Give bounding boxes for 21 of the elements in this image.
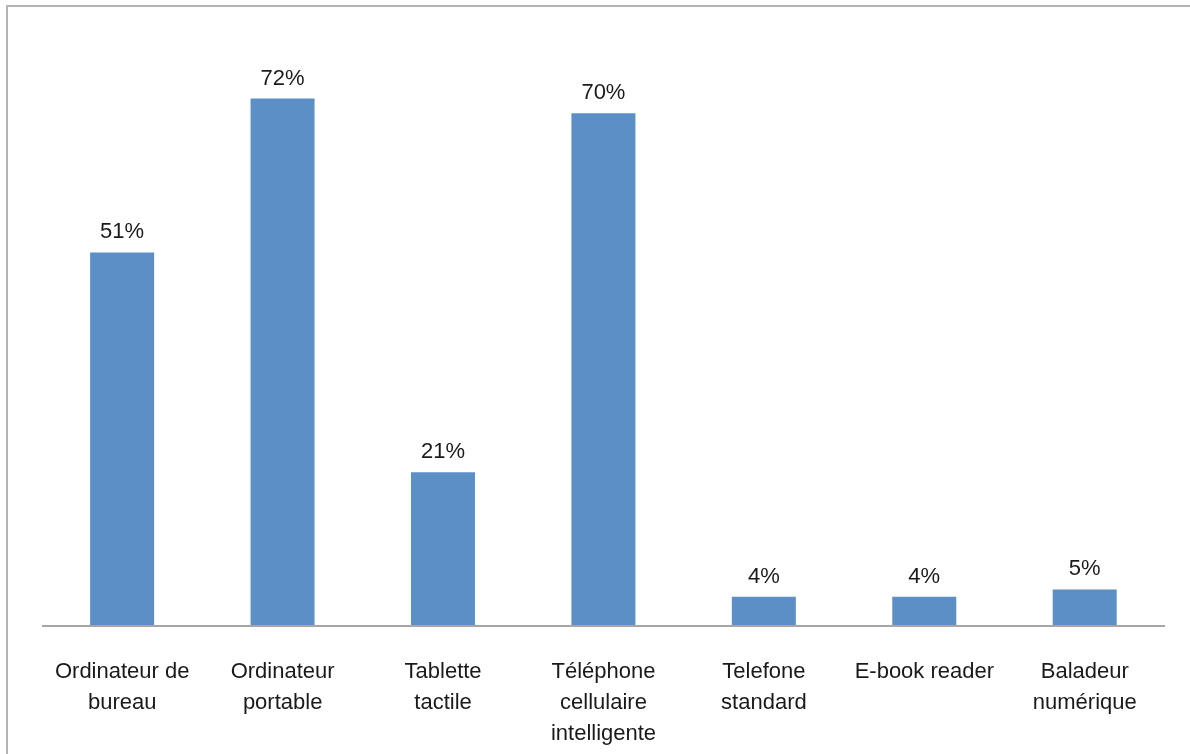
bar [410, 472, 475, 626]
bar [1052, 589, 1117, 626]
x-tick-label: Tablette tactile [404, 658, 482, 714]
bar [731, 596, 796, 626]
x-tick-label: Ordinateur portable [230, 658, 335, 714]
x-tick-label: E-book reader [854, 658, 995, 683]
bar [90, 252, 155, 626]
data-label: 21% [420, 438, 466, 464]
data-label: 5% [1068, 555, 1101, 581]
data-label: 4% [908, 562, 941, 588]
data-label: 4% [747, 562, 780, 588]
x-tick-label: Téléphone cellulaire intelligente [550, 658, 657, 745]
data-label: 51% [100, 218, 145, 244]
x-tick-label: Telefone standard [721, 658, 807, 714]
bar [892, 596, 957, 626]
bar [571, 113, 636, 626]
x-tick-label: Baladeur numérique [1032, 658, 1137, 714]
x-tick-label: Ordinateur de bureau [54, 658, 190, 714]
data-label: 70% [581, 79, 626, 105]
data-label: 72% [260, 64, 305, 90]
bar [250, 98, 315, 626]
